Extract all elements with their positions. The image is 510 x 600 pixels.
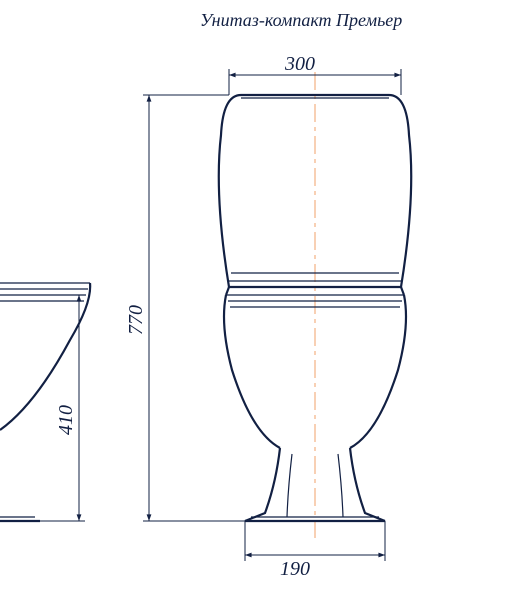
dim-seat-height: 410	[55, 405, 77, 435]
dim-base-width: 190	[280, 558, 310, 580]
technical-drawing: 300 770 410 190	[0, 0, 510, 600]
dim-top-width: 300	[284, 53, 315, 75]
dim-total-height: 770	[125, 305, 147, 335]
